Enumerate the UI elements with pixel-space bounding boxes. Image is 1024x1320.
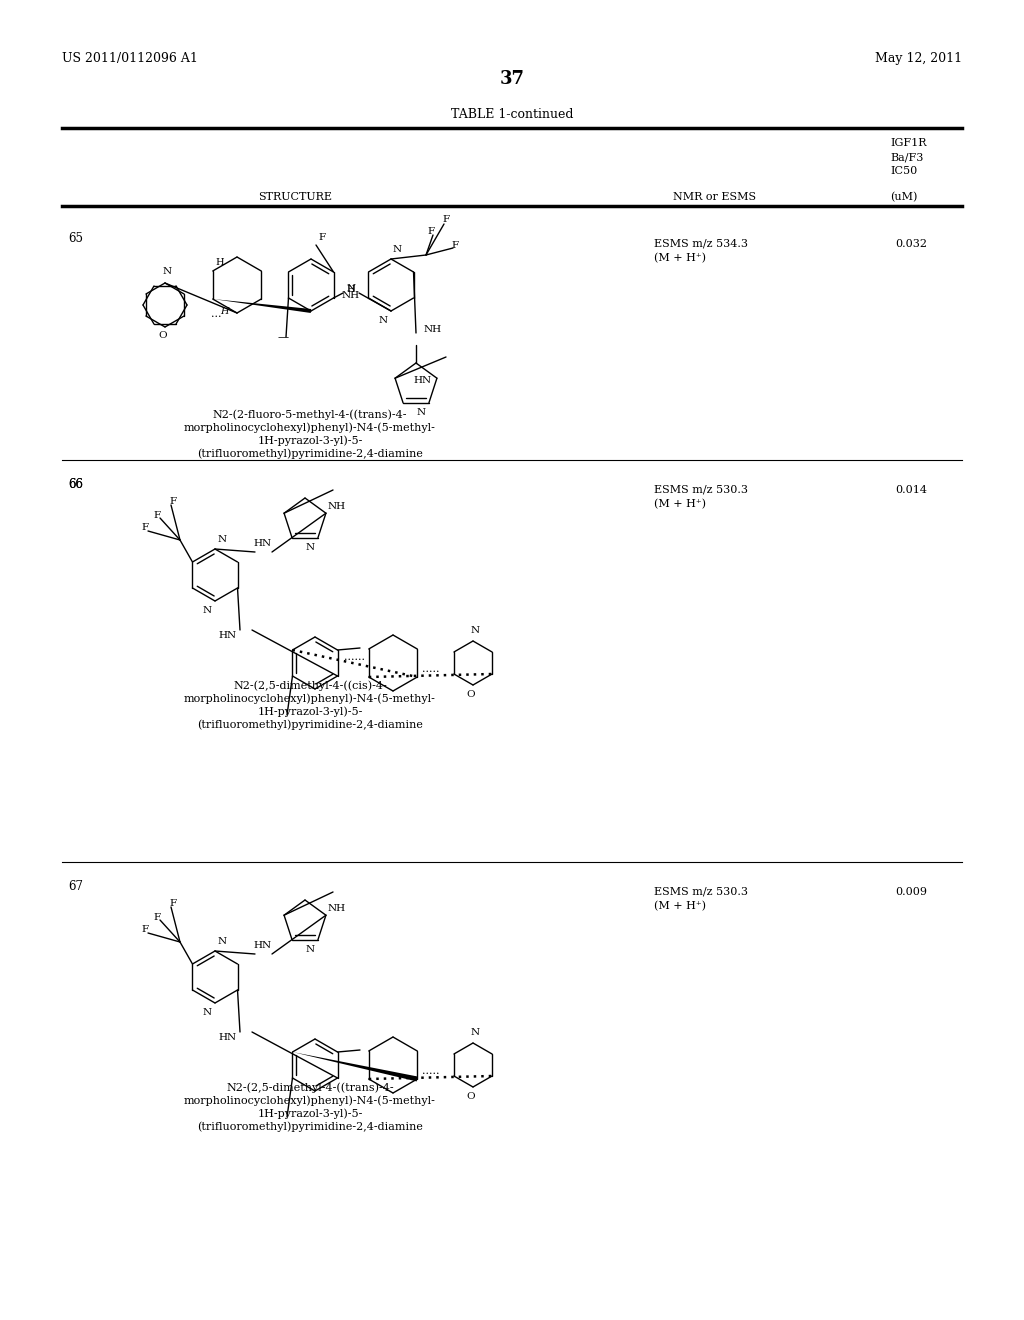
Text: N: N (218, 937, 227, 946)
Text: US 2011/0112096 A1: US 2011/0112096 A1 (62, 51, 198, 65)
Text: TABLE 1-continued: TABLE 1-continued (451, 108, 573, 121)
Text: H: H (216, 257, 224, 267)
Text: NMR or ESMS: NMR or ESMS (674, 191, 757, 202)
Text: F: F (427, 227, 434, 236)
Text: morpholinocyclohexyl)phenyl)-N4-(5-methyl-: morpholinocyclohexyl)phenyl)-N4-(5-methy… (184, 1096, 436, 1106)
Text: (trifluoromethyl)pyrimidine-2,4-diamine: (trifluoromethyl)pyrimidine-2,4-diamine (197, 447, 423, 458)
Text: ...: ... (211, 309, 221, 319)
Text: N: N (306, 543, 315, 552)
Text: —: — (278, 333, 289, 342)
Text: 67: 67 (68, 880, 83, 894)
Text: Ba/F3: Ba/F3 (890, 152, 924, 162)
Text: ESMS m/z 534.3: ESMS m/z 534.3 (654, 239, 748, 249)
Text: NH: NH (342, 292, 360, 301)
Text: .....: ..... (422, 1065, 439, 1076)
Text: HN: HN (254, 539, 272, 548)
Text: N2-(2,5-dimethyl-4-((trans)-4-: N2-(2,5-dimethyl-4-((trans)-4- (226, 1082, 394, 1093)
Text: .....: ..... (422, 664, 439, 673)
Text: HN: HN (254, 941, 272, 950)
Text: HN: HN (414, 376, 432, 384)
Text: O: O (467, 1092, 475, 1101)
Text: F: F (442, 215, 450, 224)
Text: ESMS m/z 530.3: ESMS m/z 530.3 (654, 887, 748, 898)
Text: 65: 65 (68, 232, 83, 246)
Text: N2-(2,5-dimethyl-4-((cis)-4-: N2-(2,5-dimethyl-4-((cis)-4- (233, 680, 387, 690)
Text: 66: 66 (68, 478, 83, 491)
Polygon shape (213, 300, 311, 313)
Text: O: O (467, 690, 475, 700)
Text: F: F (141, 524, 148, 532)
Text: 66: 66 (68, 478, 83, 491)
Polygon shape (293, 1052, 418, 1081)
Text: N: N (203, 1008, 212, 1016)
Text: N: N (470, 626, 479, 635)
Text: (trifluoromethyl)pyrimidine-2,4-diamine: (trifluoromethyl)pyrimidine-2,4-diamine (197, 1121, 423, 1131)
Text: 1H-pyrazol-3-yl)-5-: 1H-pyrazol-3-yl)-5- (257, 436, 362, 446)
Text: IC50: IC50 (890, 166, 918, 176)
Text: N: N (203, 606, 212, 615)
Text: H: H (220, 306, 229, 315)
Text: NH: NH (328, 904, 346, 913)
Text: F: F (169, 498, 176, 507)
Text: N: N (417, 408, 426, 417)
Text: (M + H⁺): (M + H⁺) (654, 253, 706, 263)
Text: ESMS m/z 530.3: ESMS m/z 530.3 (654, 484, 748, 495)
Text: STRUCTURE: STRUCTURE (258, 191, 332, 202)
Text: NH: NH (424, 326, 442, 334)
Text: F: F (318, 234, 326, 243)
Text: (uM): (uM) (890, 191, 918, 202)
Text: F: F (452, 240, 459, 249)
Text: HN: HN (219, 1032, 237, 1041)
Text: IGF1R: IGF1R (890, 139, 927, 148)
Text: N: N (218, 535, 227, 544)
Text: 0.014: 0.014 (895, 484, 927, 495)
Text: F: F (154, 912, 161, 921)
Text: 0.032: 0.032 (895, 239, 927, 249)
Text: H: H (347, 285, 355, 294)
Text: (M + H⁺): (M + H⁺) (654, 902, 706, 911)
Text: F: F (154, 511, 161, 520)
Text: N2-(2-fluoro-5-methyl-4-((trans)-4-: N2-(2-fluoro-5-methyl-4-((trans)-4- (213, 409, 408, 420)
Text: (M + H⁺): (M + H⁺) (654, 499, 706, 510)
Text: N: N (346, 284, 355, 293)
Text: morpholinocyclohexyl)phenyl)-N4-(5-methyl-: morpholinocyclohexyl)phenyl)-N4-(5-methy… (184, 693, 436, 704)
Text: May 12, 2011: May 12, 2011 (874, 51, 962, 65)
Text: 1H-pyrazol-3-yl)-5-: 1H-pyrazol-3-yl)-5- (257, 706, 362, 717)
Text: O: O (159, 331, 167, 341)
Text: 0.009: 0.009 (895, 887, 927, 898)
Text: NH: NH (328, 502, 346, 511)
Text: 37: 37 (500, 70, 524, 88)
Text: ......: ...... (344, 652, 366, 661)
Text: N: N (470, 1028, 479, 1038)
Text: F: F (141, 925, 148, 935)
Text: F: F (169, 899, 176, 908)
Text: N: N (393, 246, 402, 253)
Text: morpholinocyclohexyl)phenyl)-N4-(5-methyl-: morpholinocyclohexyl)phenyl)-N4-(5-methy… (184, 422, 436, 433)
Text: HN: HN (219, 631, 237, 639)
Text: (trifluoromethyl)pyrimidine-2,4-diamine: (trifluoromethyl)pyrimidine-2,4-diamine (197, 719, 423, 730)
Text: N: N (379, 315, 388, 325)
Text: N: N (163, 267, 172, 276)
Text: 1H-pyrazol-3-yl)-5-: 1H-pyrazol-3-yl)-5- (257, 1107, 362, 1118)
Text: N: N (306, 945, 315, 954)
